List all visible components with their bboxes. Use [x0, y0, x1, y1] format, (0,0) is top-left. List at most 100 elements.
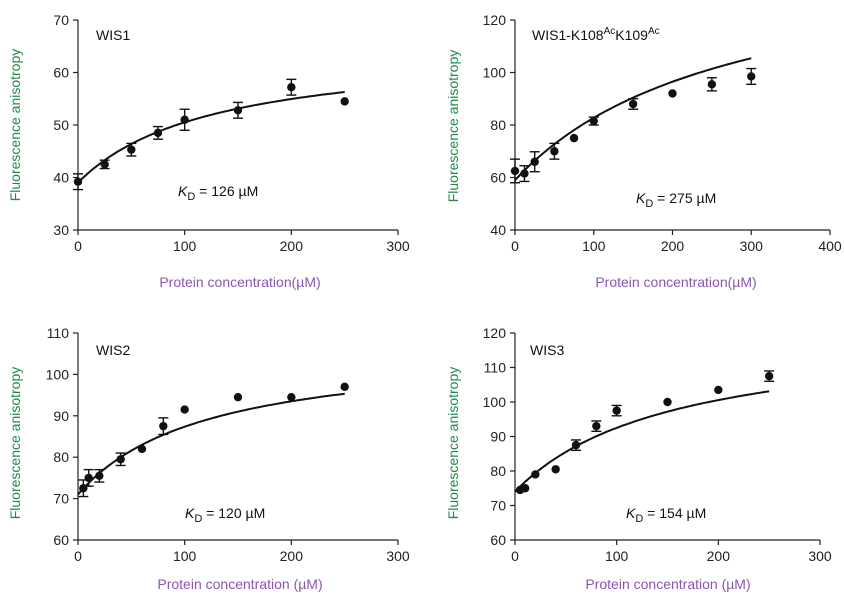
points-layer: [73, 78, 349, 191]
y-axis-label: Fluorescence anisotropy: [7, 367, 23, 520]
data-point: [153, 128, 163, 138]
fit-curve-layer: [514, 390, 770, 493]
panel-title: WIS2: [96, 342, 130, 358]
y-tick-label: 90: [53, 408, 69, 424]
y-tick-label: 60: [53, 65, 69, 81]
panel-wis2: 60 70 80 90 100 110 0 100 200 300 WIS2 KD = 120 µ…: [7, 325, 410, 592]
data-point: [569, 133, 579, 143]
y-tick-label: 60: [53, 532, 69, 548]
y-tick-label: 110: [47, 325, 70, 341]
x-tick-label: 200: [661, 238, 685, 254]
x-axis-label: Protein concentration(µM): [595, 274, 756, 290]
x-tick-label: 300: [808, 548, 832, 564]
panel-title: WIS1: [96, 27, 130, 43]
data-point: [180, 115, 189, 124]
y-axis-label: Fluorescence anisotropy: [445, 50, 461, 203]
y-tick-label: 70: [490, 498, 506, 514]
fit-curve: [77, 91, 345, 184]
data-point: [531, 470, 540, 479]
data-point: [510, 166, 520, 176]
x-tick-label: 0: [511, 548, 519, 564]
data-point: [159, 421, 168, 431]
x-tick-label: 100: [173, 238, 197, 254]
data-point: [520, 169, 529, 178]
data-point: [180, 405, 189, 414]
y-tick-label: 40: [490, 222, 506, 238]
data-point: [127, 145, 136, 154]
fit-curve: [514, 57, 752, 181]
data-point: [340, 97, 349, 106]
x-axis-label: Protein concentration (µM): [157, 576, 322, 592]
fit-curve-layer: [77, 91, 345, 184]
data-point: [592, 421, 601, 431]
x-tick-label: 100: [582, 238, 606, 254]
x-tick-label: 300: [386, 548, 410, 564]
fit-curve: [514, 390, 770, 493]
y-tick-label: 100: [483, 65, 507, 81]
y-tick-label: 100: [483, 394, 507, 410]
data-point: [747, 72, 756, 81]
data-point: [589, 116, 598, 126]
fit-curve-layer: [77, 392, 345, 496]
y-tick-label: 80: [53, 449, 69, 465]
data-point: [628, 99, 638, 109]
data-point: [100, 160, 109, 169]
x-axis-label: Protein concentration(µM): [159, 274, 320, 290]
panel-wis1: 30 40 50 60 70 0 100 200 300 WIS1 KD = 126 µM Fl…: [7, 12, 410, 290]
points-layer: [515, 370, 775, 495]
kd-label: KD = 126 µM: [178, 183, 258, 203]
y-tick-label: 90: [490, 429, 506, 445]
y-tick-label: 70: [53, 491, 69, 507]
y-tick-label: 120: [483, 12, 507, 28]
axes: 60 70 80 90 100 110 0 100 200 300: [46, 325, 410, 564]
x-tick-label: 200: [707, 548, 731, 564]
data-point: [714, 385, 723, 395]
panel-title: WIS1-K108AcK109Ac: [532, 26, 660, 43]
data-point: [668, 89, 677, 98]
data-point: [84, 473, 93, 483]
kd-label: KD = 275 µM: [636, 190, 716, 210]
y-tick-label: 40: [53, 170, 69, 186]
points-layer: [78, 382, 349, 498]
y-tick-label: 50: [53, 117, 69, 133]
x-tick-label: 0: [74, 238, 82, 254]
fit-curve: [77, 392, 345, 496]
data-point: [116, 455, 125, 464]
x-tick-label: 200: [280, 238, 304, 254]
data-point: [233, 106, 243, 115]
data-point: [663, 397, 672, 407]
data-point: [764, 371, 774, 381]
data-point: [612, 406, 621, 415]
x-tick-label: 300: [740, 238, 764, 254]
data-point: [73, 177, 83, 186]
x-tick-label: 100: [605, 548, 629, 564]
data-point: [571, 440, 581, 450]
kd-label: KD = 120 µM: [185, 505, 265, 525]
x-axis-label: Protein concentration (µM): [585, 576, 750, 592]
data-point: [287, 392, 296, 402]
panel-title: WIS3: [530, 342, 564, 358]
data-point: [137, 444, 147, 454]
data-point: [520, 484, 530, 493]
kd-label: KD = 154 µM: [626, 505, 706, 525]
x-tick-label: 400: [818, 238, 842, 254]
x-tick-label: 300: [386, 238, 410, 254]
y-axis-label: Fluorescence anisotropy: [7, 49, 23, 202]
axes: 30 40 50 60 70 0 100 200 300: [53, 12, 409, 254]
panel-wis3: 60 70 80 90 100 110 120 0 100 200 300 WIS3 KD = 15…: [445, 325, 832, 592]
y-tick-label: 120: [483, 325, 507, 341]
data-point: [79, 484, 88, 493]
y-tick-label: 30: [53, 222, 69, 238]
y-tick-label: 110: [484, 360, 507, 376]
axes: 40 60 80 100 120 0 100 200 300 400: [483, 12, 842, 254]
y-tick-label: 100: [46, 366, 70, 382]
y-tick-label: 60: [490, 532, 506, 548]
y-tick-label: 80: [490, 117, 506, 133]
data-point: [233, 392, 243, 402]
data-point: [340, 382, 349, 392]
data-point: [551, 465, 560, 474]
points-layer: [510, 67, 757, 184]
y-tick-label: 60: [490, 170, 506, 186]
y-tick-label: 80: [490, 463, 506, 479]
fit-curve-layer: [514, 57, 752, 181]
